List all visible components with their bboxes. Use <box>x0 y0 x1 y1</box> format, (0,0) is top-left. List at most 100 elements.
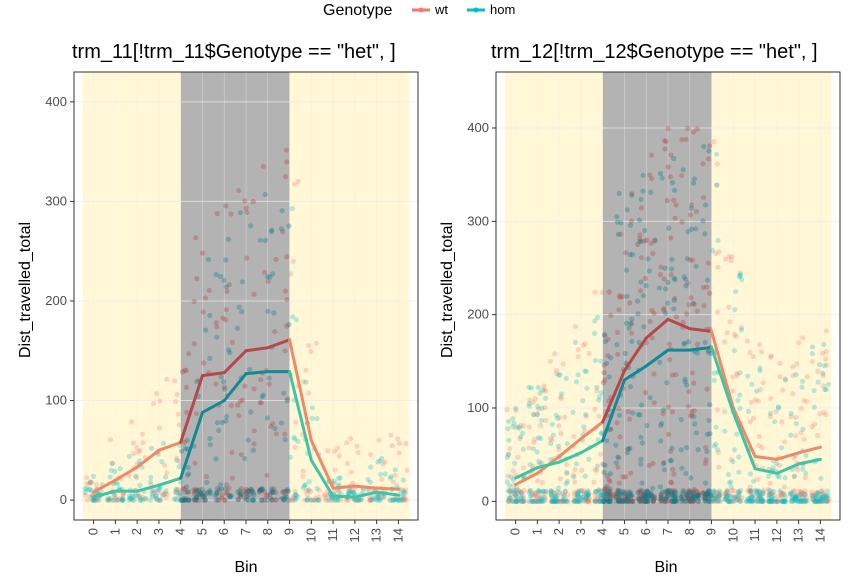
scatter-point-hom <box>235 497 241 503</box>
scatter-point-hom <box>181 497 188 503</box>
scatter-point-hom <box>398 497 404 503</box>
scatter-point-hom <box>601 469 607 475</box>
scatter-point-wt <box>579 496 585 503</box>
scatter-point-hom <box>543 395 549 401</box>
scatter-point-hom <box>736 493 742 499</box>
scatter-point-hom <box>737 272 744 278</box>
scatter-point-hom <box>714 182 720 188</box>
scatter-point-wt <box>608 492 614 498</box>
scatter-point-wt <box>585 489 591 495</box>
scatter-point-wt <box>642 498 649 504</box>
scatter-point-wt <box>84 475 90 481</box>
scatter-point-hom <box>540 489 546 495</box>
scatter-point-hom <box>694 493 700 499</box>
scatter-point-wt <box>809 424 815 430</box>
scatter-point-wt <box>519 498 525 504</box>
scatter-point-wt <box>703 496 709 503</box>
scatter-point-wt <box>291 495 297 501</box>
scatter-point-hom <box>626 446 632 452</box>
scatter-point-wt <box>732 494 738 501</box>
scatter-point-wt <box>767 480 773 486</box>
scatter-point-hom <box>822 498 829 504</box>
scatter-point-wt <box>658 491 664 498</box>
scatter-point-hom <box>711 490 717 496</box>
scatter-point-wt <box>585 493 591 499</box>
scatter-point-hom <box>642 227 648 233</box>
scatter-point-hom <box>262 191 268 197</box>
scatter-point-hom <box>619 491 625 498</box>
scatter-point-wt <box>608 490 614 497</box>
scatter-point-hom <box>213 271 219 278</box>
scatter-point-hom <box>244 496 250 503</box>
scatter-point-hom <box>526 384 532 390</box>
scatter-point-hom <box>638 196 644 202</box>
scatter-point-wt <box>584 497 591 503</box>
scatter-point-hom <box>800 426 806 432</box>
scatter-point-hom <box>642 493 648 499</box>
scatter-point-hom <box>605 488 611 494</box>
scatter-point-hom <box>637 217 643 223</box>
scatter-point-hom <box>191 496 197 502</box>
scatter-point-wt <box>336 488 342 494</box>
scatter-point-hom <box>637 498 643 504</box>
scatter-point-hom <box>650 498 657 504</box>
scatter-point-wt <box>556 423 562 429</box>
scatter-point-hom <box>181 497 187 503</box>
scatter-point-hom <box>586 456 592 462</box>
scatter-point-wt <box>537 498 543 504</box>
series-line-hom <box>179 410 204 480</box>
scatter-point-wt <box>616 496 623 502</box>
scatter-point-hom <box>177 491 183 497</box>
scatter-point-hom <box>711 377 717 383</box>
scatter-point-wt <box>325 448 331 454</box>
scatter-point-hom <box>271 310 277 316</box>
scatter-point-hom <box>228 493 234 499</box>
scatter-point-hom <box>221 379 227 385</box>
panel-border-trm-11 <box>73 71 419 521</box>
scatter-point-wt <box>404 467 410 473</box>
scatter-point-wt <box>582 341 588 347</box>
scatter-point-hom <box>680 488 686 494</box>
scatter-point-hom <box>769 494 776 500</box>
scatter-point-hom <box>678 417 684 423</box>
scatter-point-hom <box>111 492 117 498</box>
scatter-point-wt <box>106 496 112 502</box>
scatter-point-hom <box>615 231 621 237</box>
panel-title-trm-12: trm_12[!trm_12$Genotype == "het", ] <box>491 41 818 63</box>
scatter-point-wt <box>183 384 190 390</box>
scatter-point-hom <box>171 496 177 502</box>
scatter-point-wt <box>615 329 621 335</box>
scatter-point-wt <box>671 487 678 493</box>
scatter-point-hom <box>184 437 190 443</box>
scatter-point-hom <box>216 427 222 433</box>
scatter-point-wt <box>295 178 301 184</box>
scatter-point-wt <box>711 139 717 145</box>
scatter-point-hom <box>375 459 381 465</box>
scatter-point-hom <box>578 488 584 494</box>
scatter-point-wt <box>517 489 523 495</box>
scatter-point-wt <box>532 396 538 402</box>
scatter-point-wt <box>507 446 513 452</box>
scatter-point-wt <box>602 486 608 492</box>
scatter-point-wt <box>695 498 702 504</box>
scatter-point-wt <box>641 492 647 498</box>
scatter-point-hom <box>257 237 263 243</box>
scatter-point-hom <box>268 229 274 235</box>
scatter-point-hom <box>537 489 543 495</box>
scatter-point-hom <box>526 403 532 409</box>
scatter-point-wt <box>149 491 156 498</box>
scatter-point-wt <box>809 358 816 365</box>
scatter-point-hom <box>722 496 728 502</box>
scatter-points <box>82 147 410 503</box>
scatter-point-hom <box>270 489 276 495</box>
scatter-point-hom <box>613 442 619 448</box>
scatter-point-hom <box>639 480 645 486</box>
scatter-point-hom <box>625 496 631 502</box>
scatter-point-wt <box>651 310 657 316</box>
legend-hom-label: hom <box>490 2 515 17</box>
scatter-point-wt <box>235 402 241 408</box>
scatter-point-wt <box>534 411 540 417</box>
scatter-point-hom <box>510 416 516 422</box>
scatter-point-hom <box>627 384 634 390</box>
scatter-point-hom <box>746 408 752 414</box>
